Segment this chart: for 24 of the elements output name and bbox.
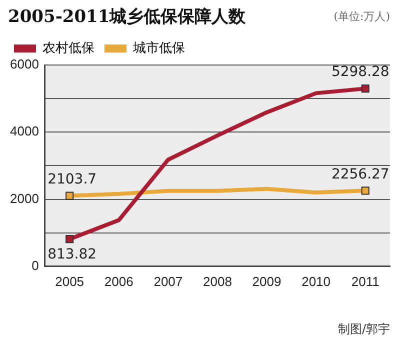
- point: [66, 192, 74, 200]
- x-tick-label: 2009: [252, 274, 282, 289]
- x-tick-label: 2008: [203, 274, 232, 289]
- y-tick-label: 4000: [10, 124, 39, 139]
- point: [361, 84, 370, 93]
- x-tick-label: 2010: [302, 274, 331, 289]
- y-tick-label: 6000: [10, 56, 39, 72]
- data-label: 813.82: [48, 246, 97, 263]
- point: [361, 186, 370, 195]
- x-tick-label: 2005: [55, 274, 84, 289]
- legend-label: 农村低保: [42, 40, 94, 56]
- y-tick-label: 0: [32, 258, 39, 273]
- y-tick-label: 2000: [10, 190, 39, 206]
- data-label: 2256.27: [331, 166, 390, 182]
- x-tick-label: 2007: [154, 274, 183, 289]
- point: [66, 235, 74, 244]
- x-tick-label: 2011: [351, 274, 380, 289]
- data-label: 2103.7: [48, 171, 97, 188]
- data-label: 5298.28: [331, 64, 390, 80]
- chart-title: 2005-2011城乡低保保障人数: [8, 6, 246, 28]
- x-tick-label: 2006: [104, 274, 134, 289]
- text: 制图/郭宇: [338, 321, 390, 338]
- legend-label: 城市低保: [132, 40, 185, 56]
- y-axis-title: (单位:万人): [334, 9, 390, 24]
